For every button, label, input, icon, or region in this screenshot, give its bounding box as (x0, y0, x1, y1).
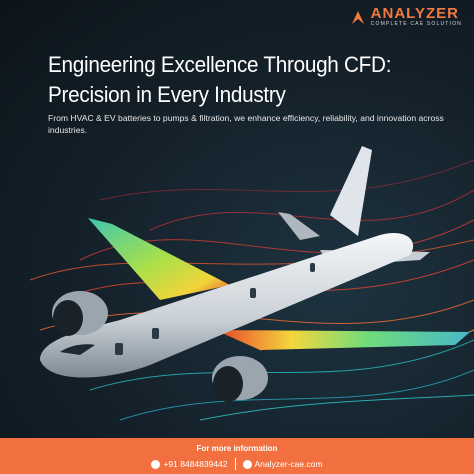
email-icon (242, 459, 252, 469)
email[interactable]: Analyzer-cae.com (242, 458, 323, 470)
brand-name: ANALYZER (370, 5, 459, 22)
brand-logo (351, 11, 364, 24)
headline-line: Precision in Every Industry (48, 82, 286, 107)
footer-heading: For more information (196, 444, 278, 453)
headline: Engineering Excellence Through CFD: Prec… (48, 50, 453, 110)
contacts: +91 8484839442 Analyzer-cae.com (0, 458, 474, 470)
headline-line: Engineering Excellence Through CFD: (48, 52, 392, 77)
brand: ANALYZER COMPLETE CAE SOLUTION (350, 6, 462, 28)
description: From HVAC & EV batteries to pumps & filt… (48, 113, 444, 135)
footer: For more information +91 8484839442 Anal… (0, 438, 474, 474)
phone[interactable]: +91 8484839442 (151, 458, 228, 470)
email-text: Analyzer-cae.com (254, 458, 323, 469)
phone-icon (151, 459, 161, 469)
phone-text: +91 8484839442 (163, 458, 228, 469)
separator (234, 458, 236, 470)
brand-tagline: COMPLETE CAE SOLUTION (370, 21, 462, 27)
